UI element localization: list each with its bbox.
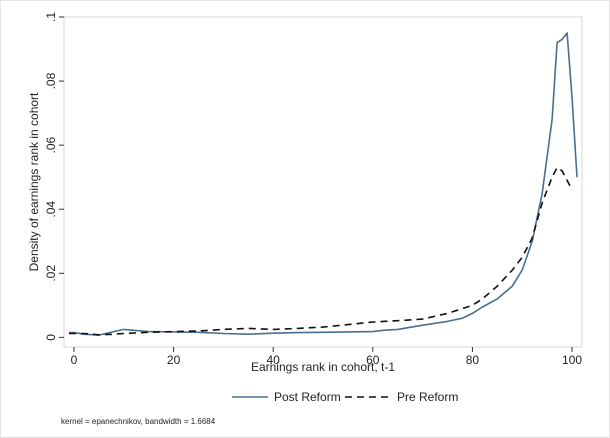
legend-label-pre-reform: Pre Reform (397, 390, 458, 404)
kernel-note: kernel = epanechnikov, bandwidth = 1.668… (61, 417, 216, 426)
y-tick-label: .04 (44, 201, 58, 218)
x-tick-label: 20 (167, 353, 181, 367)
x-tick-label: 40 (267, 353, 281, 367)
y-tick-label: .1 (44, 12, 58, 22)
series-line-pre-reform (69, 166, 573, 336)
x-tick-label: 60 (366, 353, 380, 367)
y-tick-label: 0 (44, 334, 58, 341)
series-lines (69, 32, 578, 336)
legend-label-post-reform: Post Reform (274, 390, 341, 404)
x-tick-label: 0 (71, 353, 78, 367)
y-axis-title: Density of earnings rank in cohort (27, 92, 41, 271)
y-tick-label: .06 (44, 136, 58, 153)
x-tick-label: 100 (562, 353, 582, 367)
y-tick-label: .02 (44, 265, 58, 282)
x-axis-title: Earnings rank in cohort, t-1 (251, 360, 395, 374)
axes: 0 20 40 60 80 100 0 .02 .04 .06 .08 .1 (44, 12, 582, 367)
x-tick-label: 80 (466, 353, 480, 367)
y-tick-label: .08 (44, 72, 58, 89)
plot-area (63, 16, 583, 348)
series-line-post-reform (69, 32, 578, 336)
legend: Post Reform Pre Reform (232, 390, 458, 404)
